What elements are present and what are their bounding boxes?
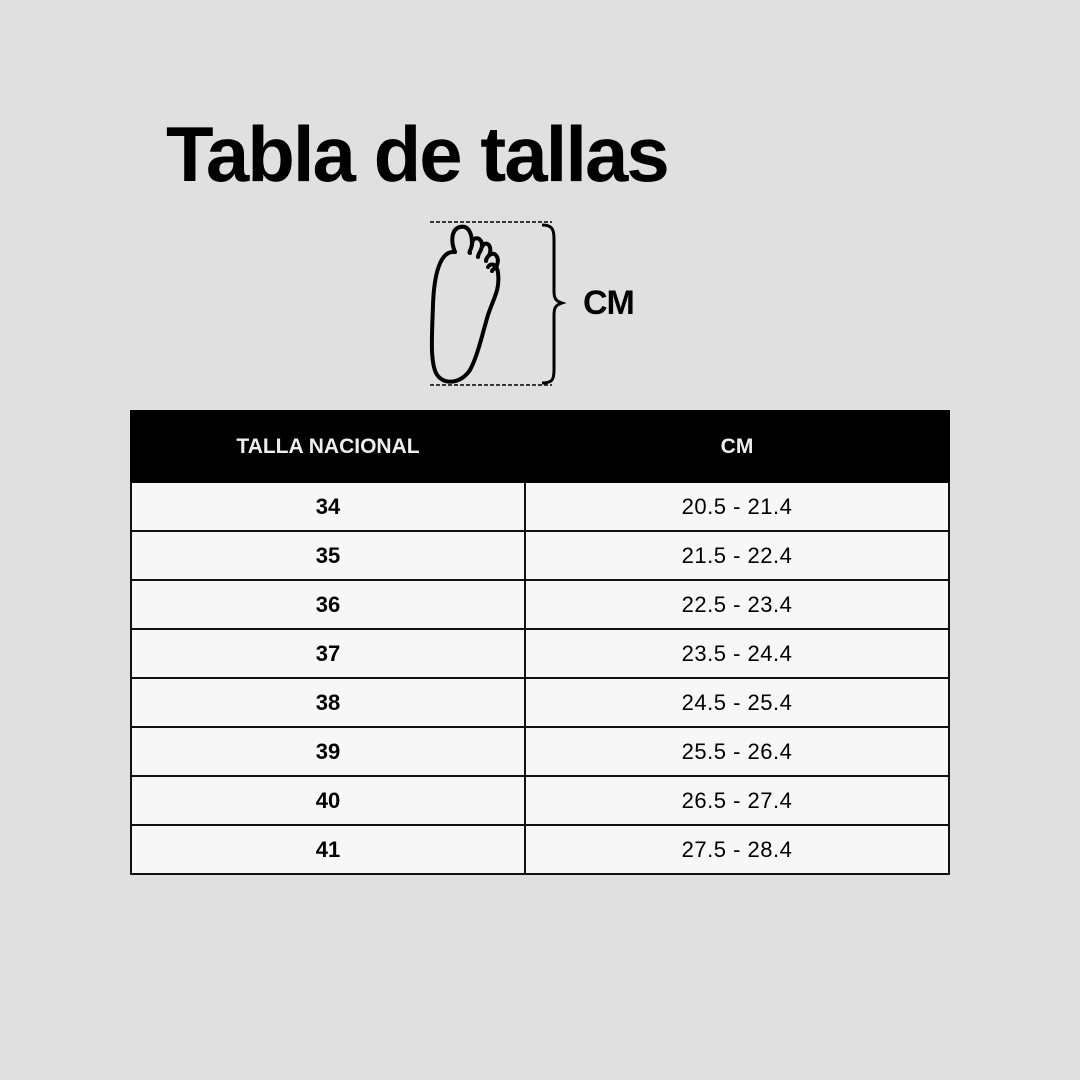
cm-cell: 23.5 - 24.4 [524, 628, 950, 679]
table-row: 38 24.5 - 25.4 [130, 677, 950, 728]
size-cell: 36 [130, 579, 526, 630]
size-cell: 40 [130, 775, 526, 826]
table-row: 36 22.5 - 23.4 [130, 579, 950, 630]
brace-icon [541, 223, 567, 385]
cm-cell: 20.5 - 21.4 [524, 481, 950, 532]
size-cell: 37 [130, 628, 526, 679]
page-title: Tabla de tallas [166, 110, 670, 198]
cm-cell: 24.5 - 25.4 [524, 677, 950, 728]
table-row: 34 20.5 - 21.4 [130, 481, 950, 532]
measure-label: CM [583, 284, 635, 322]
size-cell: 34 [130, 481, 526, 532]
cm-cell: 25.5 - 26.4 [524, 726, 950, 777]
size-cell: 35 [130, 530, 526, 581]
table-row: 35 21.5 - 22.4 [130, 530, 950, 581]
cm-cell: 27.5 - 28.4 [524, 824, 950, 875]
cm-cell: 21.5 - 22.4 [524, 530, 950, 581]
header-talla-nacional: TALLA NACIONAL [130, 410, 526, 483]
cm-cell: 22.5 - 23.4 [524, 579, 950, 630]
table-row: 39 25.5 - 26.4 [130, 726, 950, 777]
size-cell: 39 [130, 726, 526, 777]
table-row: 40 26.5 - 27.4 [130, 775, 950, 826]
foot-outline-icon [429, 224, 501, 384]
table-row: 37 23.5 - 24.4 [130, 628, 950, 679]
table-row: 41 27.5 - 28.4 [130, 824, 950, 875]
size-cell: 38 [130, 677, 526, 728]
foot-measure-diagram [429, 221, 567, 386]
size-table: TALLA NACIONAL CM 34 20.5 - 21.4 35 21.5 -… [130, 410, 950, 875]
cm-cell: 26.5 - 27.4 [524, 775, 950, 826]
table-header-row: TALLA NACIONAL CM [130, 410, 950, 483]
size-cell: 41 [130, 824, 526, 875]
header-cm: CM [524, 410, 950, 483]
